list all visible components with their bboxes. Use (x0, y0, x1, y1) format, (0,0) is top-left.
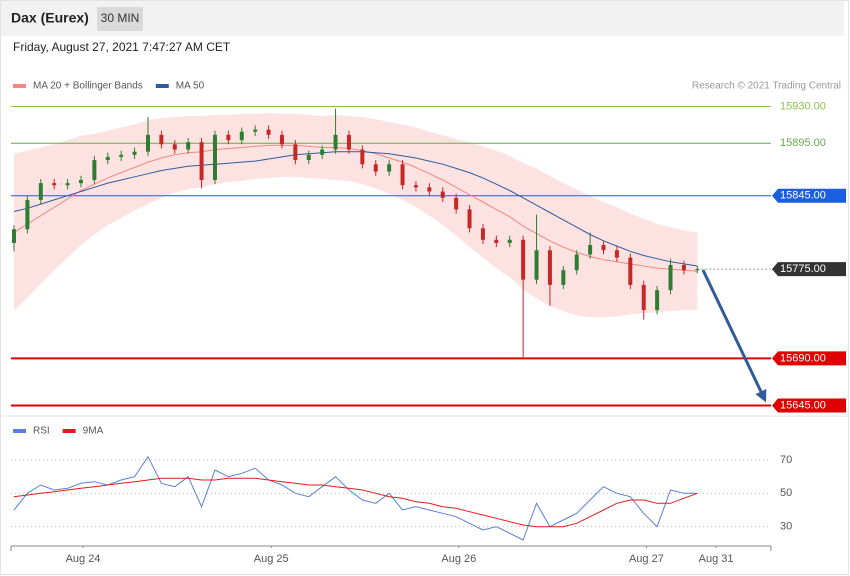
interval[interactable]: 30 MIN (101, 11, 140, 25)
price-level-label: 15845.00 (780, 190, 826, 202)
candle-body (641, 284, 646, 311)
candle-body (78, 179, 83, 184)
candle-body (12, 229, 17, 243)
y-tick-label: 30 (780, 521, 792, 533)
legend-swatch (155, 84, 169, 88)
title: Dax (Eurex) (11, 10, 89, 26)
candle-body (52, 183, 57, 186)
candle-body (186, 142, 191, 150)
candle-body (467, 209, 472, 229)
candle-body (695, 269, 700, 271)
candle-body (253, 129, 258, 132)
candle-body (226, 134, 231, 141)
interval-box[interactable] (97, 7, 143, 31)
candle-body (681, 264, 686, 271)
price-level-box (772, 351, 846, 366)
legend-swatch (13, 84, 26, 88)
candle-body (494, 239, 499, 243)
forecast-arrow (701, 269, 767, 403)
candle-body (159, 134, 164, 145)
timestamp: Friday, August 27, 2021 7:47:27 AM CET (13, 40, 231, 54)
legend-label: 9MA (83, 426, 104, 437)
series-line (13, 455, 698, 541)
candle-body (25, 199, 30, 230)
candle-body (119, 154, 124, 157)
candle-body (320, 149, 325, 155)
candle-body (507, 239, 512, 243)
candle-body (38, 183, 43, 200)
candle-body (306, 154, 311, 161)
candle-body (333, 134, 338, 150)
x-tick-label: Aug 26 (441, 553, 476, 565)
candle-body (172, 144, 177, 150)
x-tick-label: Aug 25 (254, 553, 289, 565)
candle-body (628, 257, 633, 285)
legend-label: MA 20 + Bollinger Bands (33, 81, 143, 92)
price-level-label: 15775.00 (780, 263, 826, 275)
price-level-label: 15895.00 (780, 137, 826, 149)
series-line (13, 477, 698, 528)
price-level-label: 15690.00 (780, 352, 826, 364)
candle-body (561, 270, 566, 285)
candle-body (454, 197, 459, 210)
candle-body (574, 254, 579, 271)
source-credit: Research © 2021 Trading Central (692, 81, 841, 92)
price-level-label: 15930.00 (780, 100, 826, 112)
candle-body (199, 142, 204, 180)
series-line (13, 151, 698, 267)
legend-label: MA 50 (176, 81, 205, 92)
candle-body (373, 164, 378, 172)
candle-body (601, 245, 606, 251)
candle-body (655, 290, 660, 311)
x-tick-label: Aug 27 (629, 553, 664, 565)
price-level-box (772, 262, 846, 277)
candle-body (145, 134, 150, 152)
candle-body (239, 131, 244, 141)
candle-body (387, 164, 392, 172)
candle-body (346, 134, 351, 150)
candle-body (668, 264, 673, 291)
candle-body (480, 228, 485, 240)
candle-body (92, 160, 97, 180)
price-level-label: 15645.00 (780, 399, 826, 411)
candle-body (293, 144, 298, 161)
candle-body (400, 164, 405, 186)
y-tick-label: 70 (780, 454, 792, 466)
candle-body (413, 185, 418, 188)
x-tick-label: Aug 31 (699, 553, 734, 565)
candle-body (588, 245, 593, 255)
price-level-box (772, 398, 846, 413)
legend-swatch (13, 429, 26, 433)
candle-body (105, 156, 110, 161)
series-line (13, 144, 698, 272)
y-tick-label: 50 (780, 487, 792, 499)
legend-label: RSI (33, 426, 50, 437)
candle-body (266, 129, 271, 135)
candle-body (212, 134, 217, 180)
candle-body (614, 250, 619, 258)
candle-body (547, 250, 552, 285)
candle-body (65, 183, 70, 186)
candle-body (279, 134, 284, 145)
candle-body (534, 250, 539, 280)
candle-body (360, 149, 365, 165)
legend-swatch (62, 429, 76, 433)
x-tick-label: Aug 24 (66, 553, 101, 565)
price-level-box (772, 188, 846, 203)
candle-body (427, 187, 432, 192)
bollinger-band (14, 112, 698, 318)
candle-body (521, 239, 526, 280)
candle-body (132, 151, 137, 155)
candle-body (440, 191, 445, 198)
